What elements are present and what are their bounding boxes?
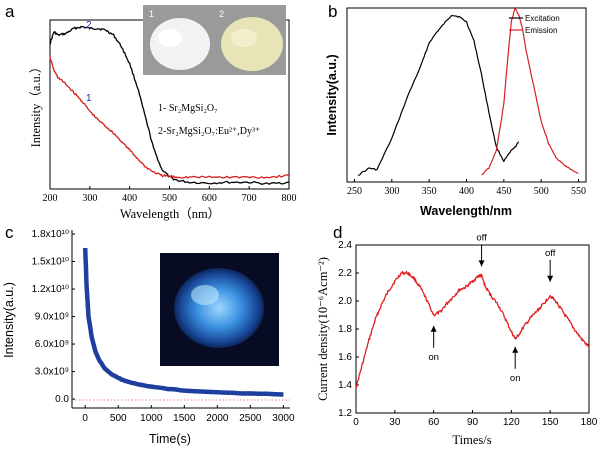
x-tick-label: 250 xyxy=(347,186,362,197)
panel-b-y-label: Intensity(a.u.) xyxy=(325,54,339,135)
legend-b-emission: Emission xyxy=(525,26,557,35)
x-tick-label: 0 xyxy=(82,413,88,424)
annotation-arrow-head xyxy=(478,260,485,267)
y-tick-label: 2.2 xyxy=(338,268,352,279)
y-tick-label: 2.0 xyxy=(338,296,352,307)
panel-c-y-label: Intensity(a.u.) xyxy=(2,282,16,358)
annotation-on-label: on xyxy=(428,352,439,363)
x-tick-label: 2000 xyxy=(206,413,229,424)
inset-label-1: 1 xyxy=(149,9,154,19)
panel-c-ticks: 0 500 1000 1500 2000 2500 3000 0.0 3.0x10⁹ 6.0x10… xyxy=(32,229,295,424)
panel-b-x-label: Wavelength/nm xyxy=(420,204,512,218)
glow-powder xyxy=(174,268,264,348)
panel-b-x-ticks: 250 300 350 400 450 500 550 xyxy=(347,179,586,197)
legend-b-excitation: Excitation xyxy=(525,14,560,23)
annotation-arrow-head xyxy=(547,275,554,282)
panel-d-label: d xyxy=(333,223,342,242)
x-tick-label: 600 xyxy=(202,193,217,204)
panel-d-ticks: 0 30 60 90 120 150 180 1.2 1.4 1.6 1.8 2.0 2.2 2.4 xyxy=(338,240,598,428)
x-tick-label: 300 xyxy=(82,193,97,204)
x-tick-label: 2500 xyxy=(239,413,262,424)
x-tick-label: 0 xyxy=(353,417,359,428)
series-line-photocurrent xyxy=(355,270,590,390)
panel-d-y-label: Current density(10⁻⁶Acm⁻²) xyxy=(316,257,330,401)
x-tick-label: 350 xyxy=(422,186,437,197)
panel-a-y-label: Intensity（a.u.） xyxy=(29,61,43,148)
series-line-Emission xyxy=(481,6,579,176)
x-tick-label: 800 xyxy=(282,193,297,204)
x-tick-label: 550 xyxy=(571,186,586,197)
legend-a-entry-1: 1- Sr₂MgSi₂O₇ xyxy=(158,103,218,114)
panel-d-x-label: Times/s xyxy=(452,433,491,447)
panel-a-x-label: Wavelength（nm） xyxy=(120,207,220,221)
panel-c: c 0 500 1000 1500 2000 2500 3000 0.0 3.0x10⁹ 6.0x… xyxy=(2,223,295,446)
panel-d-annotations: on off on off xyxy=(428,232,555,383)
series-line-1 xyxy=(49,56,290,179)
inset-label-2: 2 xyxy=(219,9,224,19)
x-tick-label: 200 xyxy=(43,193,58,204)
x-tick-label: 150 xyxy=(542,417,559,428)
curve-1-label: 1 xyxy=(86,93,92,104)
panel-d-series xyxy=(355,270,590,390)
x-tick-label: 60 xyxy=(428,417,440,428)
inset-powder-1-highlight xyxy=(158,29,182,47)
inset-powder-2-highlight xyxy=(231,29,257,47)
annotation-on-label: on xyxy=(510,373,521,384)
panel-a-series xyxy=(49,25,290,185)
glow-highlight xyxy=(191,285,219,305)
y-tick-label: 3.0x10⁹ xyxy=(35,367,69,378)
panel-b-series xyxy=(357,6,579,177)
y-tick-label: 1.4 xyxy=(338,380,352,391)
x-tick-label: 30 xyxy=(389,417,401,428)
panel-b: b 250 300 350 400 450 500 550 Wavelength/nm In… xyxy=(325,2,587,218)
x-tick-label: 300 xyxy=(384,186,399,197)
series-line-Excitation xyxy=(357,14,519,177)
y-tick-label: 1.8x10¹⁰ xyxy=(32,229,69,240)
panel-d-axes-frame xyxy=(355,244,590,414)
x-tick-label: 500 xyxy=(534,186,549,197)
x-tick-label: 500 xyxy=(110,413,127,424)
x-tick-label: 120 xyxy=(503,417,520,428)
x-tick-label: 1000 xyxy=(140,413,163,424)
y-tick-label: 2.4 xyxy=(338,240,352,251)
annotation-arrow-head xyxy=(430,325,437,332)
x-tick-label: 500 xyxy=(162,193,177,204)
panel-c-label: c xyxy=(5,223,14,242)
x-tick-label: 400 xyxy=(122,193,137,204)
x-tick-label: 90 xyxy=(467,417,479,428)
panel-a-x-ticks: 200 300 400 500 600 700 800 xyxy=(43,186,297,204)
x-tick-label: 400 xyxy=(459,186,474,197)
y-tick-label: 1.8 xyxy=(338,324,352,335)
curve-2-label: 2 xyxy=(86,20,92,31)
y-tick-label: 6.0x10⁹ xyxy=(35,339,69,350)
y-tick-label: 1.2 xyxy=(338,408,352,419)
y-tick-label: 0.0 xyxy=(55,394,69,405)
panel-c-x-label: Time(s) xyxy=(149,432,191,446)
x-tick-label: 450 xyxy=(496,186,511,197)
panel-a-inset-photos: 1 2 xyxy=(143,5,286,75)
y-tick-label: 1.6 xyxy=(338,352,352,363)
y-tick-label: 1.5x10¹⁰ xyxy=(32,257,69,268)
x-tick-label: 1500 xyxy=(173,413,196,424)
panel-a: a 200 300 400 500 600 700 800 Wavelength（nm） I… xyxy=(5,2,297,221)
panel-d: d 0 30 60 90 120 150 1801.21.41.61.82.02.22.4 … xyxy=(316,223,598,447)
series-line-2 xyxy=(49,25,290,185)
x-tick-label: 3000 xyxy=(272,413,295,424)
annotation-arrow-head xyxy=(512,346,519,353)
x-tick-label: 180 xyxy=(581,417,598,428)
panel-c-inset-glow-photo xyxy=(160,253,279,366)
legend-a-entry-2: 2-Sr₂MgSi₂O₇:Eu²⁺,Dy³⁺ xyxy=(158,126,260,137)
panel-a-label: a xyxy=(5,2,15,21)
annotation-off-label: off xyxy=(545,248,556,259)
panel-b-label: b xyxy=(328,2,337,21)
y-tick-label: 9.0x10⁹ xyxy=(35,312,69,323)
y-tick-label: 1.2x10¹⁰ xyxy=(32,284,69,295)
series-line-afterglow-decay xyxy=(82,247,284,397)
x-tick-label: 700 xyxy=(242,193,257,204)
panel-c-series xyxy=(82,247,284,397)
annotation-off-label: off xyxy=(476,232,487,243)
inset-powder-1 xyxy=(150,18,210,70)
